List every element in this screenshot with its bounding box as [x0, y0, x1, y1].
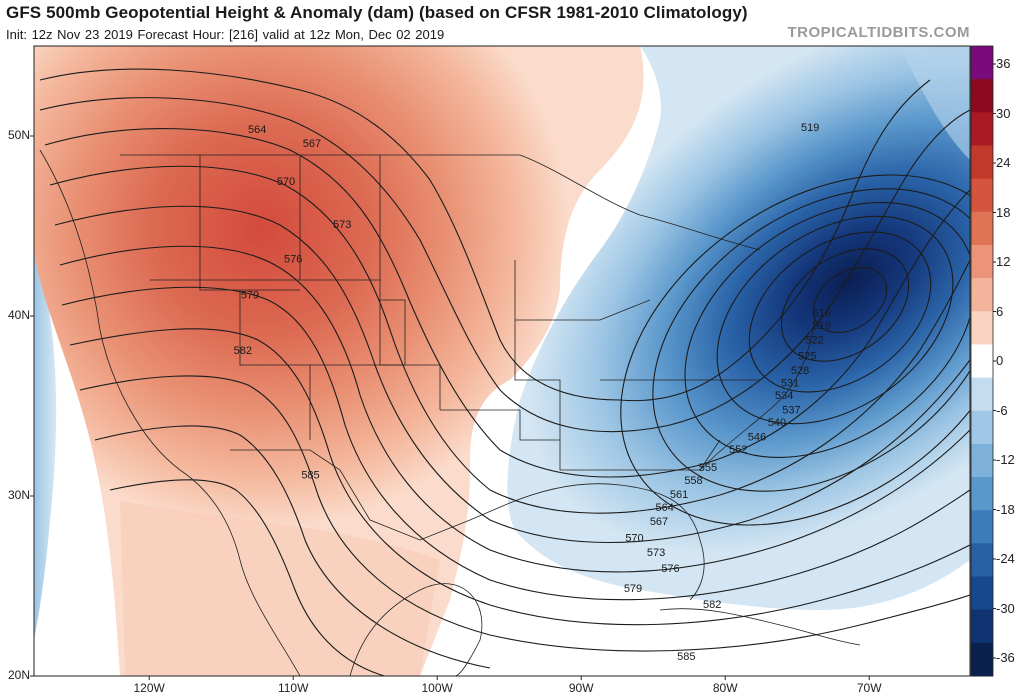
colorbar-label: 36 — [996, 56, 1011, 71]
longitude-label: 80W — [712, 681, 738, 695]
colorbar-label: 30 — [996, 105, 1011, 121]
colorbar-label: 18 — [996, 204, 1011, 220]
colorbar-segment — [971, 46, 993, 80]
longitude-label: 90W — [568, 681, 594, 695]
west-negative-anomaly — [34, 250, 57, 640]
contour-label: 519 — [801, 122, 819, 134]
contour-label: 570 — [277, 176, 295, 188]
contour-label: 582 — [234, 345, 252, 357]
colorbar-segment — [971, 112, 993, 146]
longitude-label: 110W — [277, 681, 309, 695]
colorbar-label: -30 — [996, 600, 1015, 616]
map-panel — [34, 46, 970, 676]
colorbar-segment — [971, 211, 993, 246]
colorbar-segment — [971, 576, 993, 611]
contour-label: 579 — [624, 583, 642, 595]
longitude-label: 70W — [856, 681, 882, 695]
contour-label: 576 — [661, 563, 679, 575]
colorbar-label: -18 — [996, 501, 1015, 517]
contour-label: 555 — [699, 462, 717, 474]
colorbar-segment — [971, 510, 993, 544]
colorbar-segment — [971, 443, 993, 478]
colorbar-segment — [971, 79, 993, 113]
colorbar-label: 12 — [996, 254, 1011, 269]
colorbar-label: 6 — [996, 303, 1004, 319]
site-credit: TROPICALTIDBITS.COM — [787, 24, 970, 41]
colorbar-label: -36 — [996, 650, 1015, 665]
colorbar-segment — [971, 477, 993, 511]
contour-label: 585 — [301, 469, 319, 481]
colorbar-segment — [971, 311, 993, 345]
contour-label: 522 — [805, 334, 823, 346]
contour-labels: 5645675705735765795825855195165195225255… — [234, 122, 831, 663]
contour-label: 531 — [781, 378, 799, 390]
map-frame — [33, 45, 971, 677]
colorbar-segment — [971, 642, 993, 677]
colorbar-segment — [971, 344, 993, 379]
colorbar-label: -12 — [996, 452, 1015, 467]
longitude-label: 100W — [421, 681, 453, 695]
contour-label: 567 — [650, 516, 668, 528]
contour-label: 573 — [647, 547, 665, 559]
contour-label: 534 — [775, 390, 793, 402]
contour-label: 516 — [813, 307, 831, 319]
colorbar-label: -6 — [996, 402, 1008, 418]
colorbar-label: -24 — [996, 551, 1015, 566]
latitude-label: 30N — [7, 488, 30, 502]
latitude-label: 50N — [7, 128, 30, 142]
negative-anomaly-region — [507, 46, 970, 610]
contour-label: 525 — [798, 351, 816, 363]
anomaly-colorbar — [971, 46, 996, 677]
colorbar-label: 0 — [996, 353, 1004, 368]
contour-label: 573 — [333, 219, 351, 231]
colorbar-segment — [971, 145, 993, 180]
axis-ticks — [30, 135, 870, 680]
contour-label: 576 — [284, 253, 302, 265]
contour-label: 585 — [677, 651, 695, 663]
contour-label: 564 — [248, 124, 266, 136]
latitude-label: 40N — [7, 308, 30, 322]
contour-label: 528 — [791, 365, 809, 377]
longitude-label: 120W — [133, 681, 165, 695]
colorbar-segment — [971, 244, 993, 279]
colorbar-segment — [971, 278, 993, 312]
contour-label: 567 — [303, 138, 321, 150]
contour-label: 564 — [656, 502, 674, 514]
contour-label: 540 — [768, 417, 786, 429]
contour-label: 546 — [748, 432, 766, 444]
contour-label: 582 — [703, 599, 721, 611]
contour-label: 552 — [729, 444, 747, 456]
map-title: GFS 500mb Geopotential Height & Anomaly … — [6, 3, 748, 22]
colorbar-segment — [971, 178, 993, 213]
height-contours — [39, 68, 970, 676]
contour-label: 558 — [684, 475, 702, 487]
contour-label: 570 — [625, 532, 643, 544]
contour-label: 519 — [813, 320, 831, 332]
map-subtitle: Init: 12z Nov 23 2019 Forecast Hour: [21… — [6, 27, 445, 42]
latitude-label: 20N — [7, 668, 30, 682]
colorbar-label: 24 — [996, 155, 1011, 170]
contour-label: 579 — [241, 289, 259, 301]
colorbar-segment — [971, 609, 993, 644]
political-borders — [39, 149, 861, 676]
colorbar-segment — [971, 377, 993, 412]
colorbar-segment — [971, 410, 993, 445]
contour-label: 561 — [670, 489, 688, 501]
colorbar-segment — [971, 543, 993, 578]
contour-label: 537 — [782, 405, 800, 417]
